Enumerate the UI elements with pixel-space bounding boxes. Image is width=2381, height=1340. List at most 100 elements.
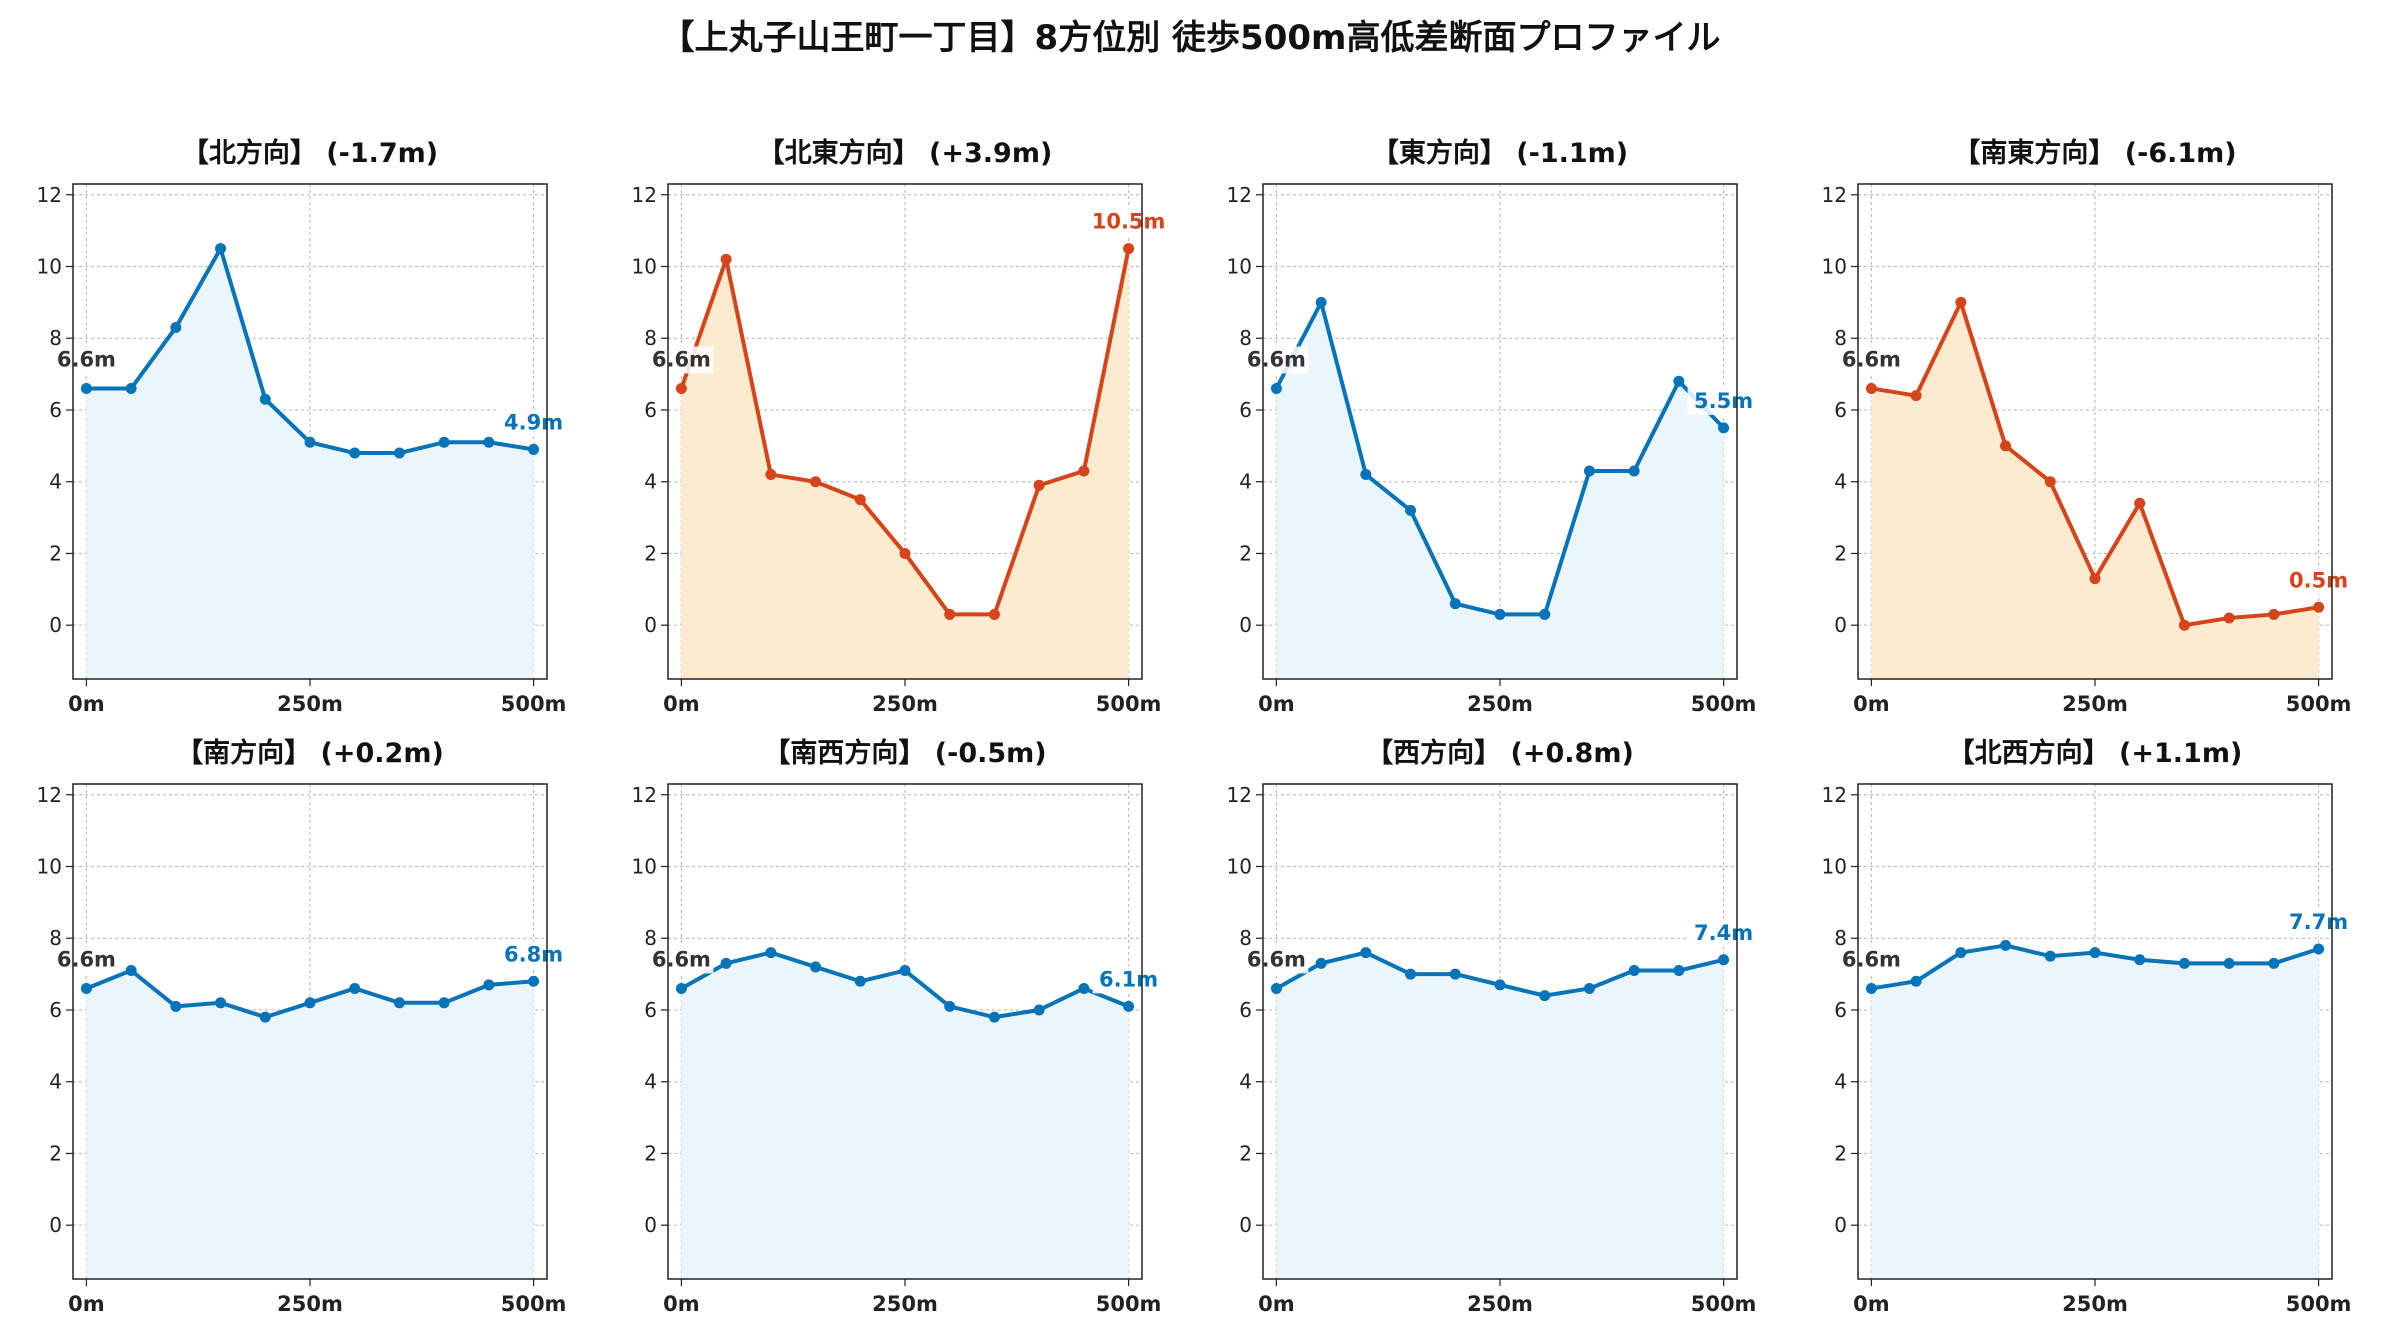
data-point <box>2223 612 2235 624</box>
data-point <box>1673 965 1685 977</box>
data-point <box>2089 573 2101 585</box>
data-point <box>1449 598 1461 610</box>
data-point <box>80 382 92 394</box>
x-tick-label: 0m <box>68 692 105 716</box>
start-elevation-label: 6.6m <box>57 347 116 371</box>
y-tick-label: 2 <box>644 541 657 565</box>
y-tick-label: 6 <box>49 398 62 422</box>
end-elevation-label: 7.7m <box>2289 910 2348 934</box>
data-point <box>259 393 271 405</box>
y-tick-label: 0 <box>1834 1213 1847 1237</box>
y-tick-label: 12 <box>1227 783 1252 807</box>
data-point <box>1449 968 1461 980</box>
data-point <box>528 443 540 455</box>
data-point <box>1583 982 1595 994</box>
y-tick-label: 12 <box>632 783 657 807</box>
area-fill <box>86 248 534 679</box>
x-tick-label: 250m <box>1467 692 1533 716</box>
data-point <box>1405 968 1417 980</box>
y-tick-label: 8 <box>1834 926 1847 950</box>
start-label-bg <box>1839 346 1904 374</box>
data-point <box>1718 954 1730 966</box>
plot-frame <box>1262 783 1738 1280</box>
y-tick-label: 12 <box>632 183 657 207</box>
x-tick-label: 250m <box>2062 692 2128 716</box>
y-tick-label: 12 <box>37 183 62 207</box>
end-label-bg <box>497 941 570 969</box>
x-tick-label: 500m <box>501 1292 567 1316</box>
elevation-panel-3: 【東方向】 (-1.1m) 0 2 4 6 8 10 12 0m 250m 500m 6.6m 5.5m <box>1227 137 1760 716</box>
y-tick-label: 2 <box>1834 541 1847 565</box>
data-point <box>1315 296 1327 308</box>
plot-frame <box>1857 183 2333 680</box>
data-point <box>988 608 1000 620</box>
data-point <box>810 961 822 973</box>
end-label-bg <box>1092 208 1165 236</box>
data-point <box>1583 465 1595 477</box>
y-tick-label: 10 <box>1227 255 1252 279</box>
y-tick-label: 0 <box>1834 613 1847 637</box>
area-fill <box>1871 945 2319 1279</box>
y-tick-label: 0 <box>1239 613 1252 637</box>
panel-title: 【南方向】 (+0.2m) <box>176 737 444 769</box>
y-tick-label: 6 <box>1239 998 1252 1022</box>
y-tick-label: 6 <box>49 998 62 1022</box>
data-point <box>988 1011 1000 1023</box>
x-tick-label: 250m <box>2062 1292 2128 1316</box>
start-label-bg <box>54 346 119 374</box>
y-tick-label: 2 <box>644 1141 657 1165</box>
data-point <box>170 1000 182 1012</box>
data-point <box>80 982 92 994</box>
x-tick-label: 0m <box>1853 692 1890 716</box>
y-tick-label: 2 <box>49 541 62 565</box>
data-point <box>2044 950 2056 962</box>
x-tick-label: 250m <box>872 692 938 716</box>
data-point <box>1360 469 1372 481</box>
plot-frame <box>667 783 1143 1280</box>
data-point <box>1910 390 1922 402</box>
y-tick-label: 10 <box>632 855 657 879</box>
data-point <box>1494 979 1506 991</box>
data-point <box>2000 440 2012 452</box>
data-point <box>1123 243 1135 255</box>
end-label-bg <box>1092 966 1165 994</box>
data-point <box>2223 957 2235 969</box>
panel-title: 【北方向】 (-1.7m) <box>182 137 438 169</box>
y-tick-label: 10 <box>1822 255 1847 279</box>
y-tick-label: 10 <box>1822 855 1847 879</box>
start-label-bg <box>54 946 119 974</box>
data-point <box>1539 990 1551 1002</box>
x-tick-label: 0m <box>1258 1292 1295 1316</box>
start-label-bg <box>1244 346 1309 374</box>
y-tick-label: 0 <box>644 613 657 637</box>
area-fill <box>681 248 1129 679</box>
y-tick-label: 10 <box>632 255 657 279</box>
data-point <box>1033 479 1045 491</box>
y-tick-label: 2 <box>1834 1141 1847 1165</box>
y-tick-label: 6 <box>644 398 657 422</box>
x-tick-label: 500m <box>1096 1292 1162 1316</box>
data-point <box>2178 619 2190 631</box>
data-point <box>349 982 361 994</box>
data-point <box>438 436 450 448</box>
plot-frame <box>667 183 1143 680</box>
elevation-panel-7: 【西方向】 (+0.8m) 0 2 4 6 8 10 12 0m 250m 500m 6.6m 7.4m <box>1227 737 1760 1316</box>
data-point <box>1360 947 1372 959</box>
y-tick-label: 4 <box>1239 1070 1252 1094</box>
data-point <box>483 436 495 448</box>
data-point <box>1865 382 1877 394</box>
start-label-bg <box>649 346 714 374</box>
data-point <box>1494 608 1506 620</box>
figure-title: 【上丸子山王町一丁目】8方位別 徒歩500m高低差断面プロファイル <box>660 18 1721 58</box>
x-tick-label: 500m <box>1096 692 1162 716</box>
y-tick-label: 8 <box>1239 926 1252 950</box>
start-label-bg <box>1244 946 1309 974</box>
data-point <box>2134 954 2146 966</box>
area-fill <box>1871 302 2319 679</box>
x-tick-label: 250m <box>1467 1292 1533 1316</box>
data-point <box>2044 476 2056 488</box>
y-tick-label: 10 <box>37 855 62 879</box>
data-point <box>528 975 540 987</box>
data-point <box>2313 943 2325 955</box>
elevation-panel-1: 【北方向】 (-1.7m) 0 2 4 6 8 10 12 0m 250m 500m 6.6m 4.9m <box>37 137 570 716</box>
